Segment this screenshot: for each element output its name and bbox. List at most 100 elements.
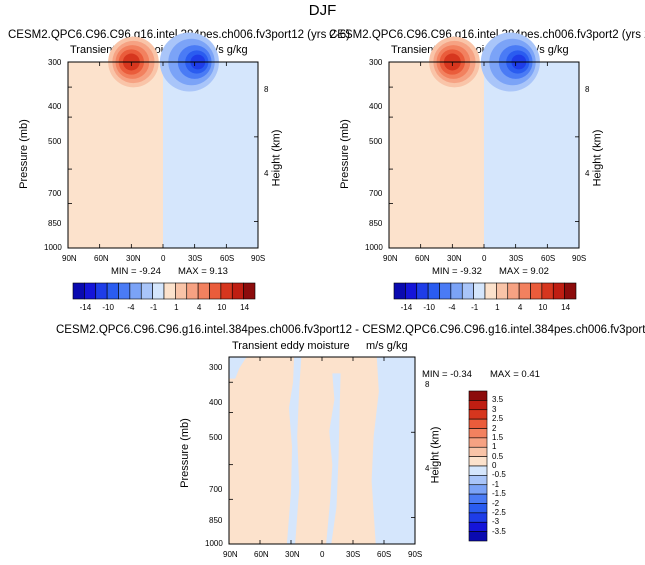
panel-1-yright-tick-8: 8 xyxy=(264,85,269,94)
diff-negative-sh xyxy=(371,357,415,544)
colorbar-swatch xyxy=(140,282,153,300)
colorbar-swatch xyxy=(450,282,463,300)
colorbar-swatch xyxy=(163,282,176,300)
panel-1-ytick-700: 700 xyxy=(48,189,62,198)
panel-1-plot xyxy=(67,32,259,249)
colorbar-swatch xyxy=(427,282,440,300)
colorbar-label: -3 xyxy=(492,517,500,527)
panel-3-y-axis-label: Pressure (mb) xyxy=(178,418,191,488)
panel-3-ytick-1000: 1000 xyxy=(205,539,223,548)
panel-1-y-right-axis-label: Height (km) xyxy=(270,129,283,187)
panel-3-xtick-60S: 60S xyxy=(377,550,392,559)
colorbar-label: -3.5 xyxy=(492,526,506,536)
colorbar-swatch xyxy=(468,437,488,448)
colorbar-swatch xyxy=(468,465,488,476)
colorbar-label: 2 xyxy=(492,423,497,433)
colorbar-label: -4 xyxy=(127,303,135,312)
panel-3-yright-tick-8: 8 xyxy=(425,380,430,389)
colorbar-swatch xyxy=(439,282,452,300)
panel-3-units-label: m/s g/kg xyxy=(366,340,408,352)
colorbar-swatch xyxy=(129,282,142,300)
panel-1-ytick-850: 850 xyxy=(48,219,62,228)
panel-2-y-axis-label: Pressure (mb) xyxy=(338,119,351,189)
colorbar-swatch xyxy=(468,484,488,495)
colorbar-swatch xyxy=(468,521,488,532)
panel-2-ytick-700: 700 xyxy=(369,189,383,198)
nh-positive-fill xyxy=(389,62,484,248)
panel-1-ytick-1000: 1000 xyxy=(44,243,62,252)
diff-negative-nh-surface xyxy=(229,357,248,379)
colorbar-label: 3.5 xyxy=(492,395,504,405)
panel-3-ytick-400: 400 xyxy=(209,398,223,407)
panel-1-xtick-60S: 60S xyxy=(220,254,235,263)
colorbar-swatch xyxy=(118,282,131,300)
panel-3-ytick-500: 500 xyxy=(209,433,223,442)
panel-3-y-right-axis-label: Height (km) xyxy=(429,426,442,484)
sh-negative-fill xyxy=(484,62,579,248)
colorbar-swatch xyxy=(95,282,108,300)
colorbar-swatch xyxy=(468,531,488,542)
panel-1-xtick-90S: 90S xyxy=(251,254,266,263)
colorbar-label: 2.5 xyxy=(492,414,504,424)
colorbar-label: -1 xyxy=(150,303,158,312)
colorbar-swatch xyxy=(468,512,488,523)
panel-2-min-label: MIN = -9.32 xyxy=(432,266,482,277)
panel-1-xtick-30S: 30S xyxy=(188,254,203,263)
figure-title: DJF xyxy=(308,2,337,19)
panel-3-xtick-30S: 30S xyxy=(346,550,361,559)
panel-2-max-label: MAX = 9.02 xyxy=(499,266,549,277)
panel-2-ytick-500: 500 xyxy=(369,137,383,146)
colorbar-label: 4 xyxy=(196,303,202,312)
colorbar-swatch xyxy=(468,456,488,467)
panel-3-min-label: MIN = -0.34 xyxy=(422,369,472,380)
colorbar-label: 10 xyxy=(538,303,548,312)
panel-1-ytick-400: 400 xyxy=(48,102,62,111)
colorbar-label: 14 xyxy=(240,303,250,312)
panel-1-colorbar xyxy=(72,282,256,300)
panel-1-min-label: MIN = -9.24 xyxy=(111,266,161,277)
panel-3-colorbar xyxy=(468,390,488,542)
diff-negative-tropics-1 xyxy=(286,357,302,544)
panel-1-axes xyxy=(67,61,259,249)
panel-3-yright-tick-4: 4 xyxy=(425,464,430,473)
panel-3-title: CESM2.QPC6.C96.C96.g16.intel.384pes.ch00… xyxy=(56,324,645,336)
panel-2-contours xyxy=(389,32,579,248)
colorbar-swatch xyxy=(84,282,97,300)
panel-3-plot xyxy=(228,356,416,545)
colorbar-label: -2 xyxy=(492,498,500,508)
panel-3-variable-label: Transient eddy moisture xyxy=(232,340,350,352)
panel-2-yright-tick-8: 8 xyxy=(585,85,590,94)
colorbar-swatch xyxy=(530,282,543,300)
colorbar-swatch xyxy=(186,282,199,300)
panel-3-axes xyxy=(228,356,416,545)
colorbar-swatch xyxy=(468,418,488,429)
colorbar-label: 0 xyxy=(492,461,497,470)
colorbar-swatch xyxy=(541,282,554,300)
colorbar-label: -1 xyxy=(492,479,500,489)
colorbar-swatch xyxy=(473,282,486,300)
colorbar-label: 1.5 xyxy=(492,432,504,442)
panel-3-xtick-90S: 90S xyxy=(408,550,423,559)
panel-3-contours xyxy=(229,357,415,544)
panel-3-xtick-0: 0 xyxy=(320,550,325,559)
panel-2-ytick-400: 400 xyxy=(369,102,383,111)
panel-2-plot xyxy=(388,32,580,249)
panel-2-ytick-300: 300 xyxy=(369,58,383,67)
panel-2-xtick-30N: 30N xyxy=(447,254,462,263)
panel-2-axes xyxy=(388,61,580,249)
panel-3-xtick-30N: 30N xyxy=(285,550,300,559)
panel-2-yright-tick-4: 4 xyxy=(585,169,590,178)
panel-2-ytick-850: 850 xyxy=(369,219,383,228)
colorbar-swatch xyxy=(197,282,210,300)
panel-2-colorbar xyxy=(393,282,577,300)
colorbar-label: -14 xyxy=(79,303,92,312)
colorbar-label: -14 xyxy=(400,303,413,312)
colorbar-swatch xyxy=(468,446,488,457)
colorbar-label: -1 xyxy=(471,303,479,312)
sh-negative-fill xyxy=(163,62,258,248)
colorbar-swatch xyxy=(518,282,531,300)
panel-1-xtick-0: 0 xyxy=(161,254,166,263)
colorbar-swatch xyxy=(496,282,509,300)
colorbar-swatch xyxy=(393,282,406,300)
panel-2-title: CESM2.QPC6.C96.C96.g16.intel.384pes.ch00… xyxy=(329,29,645,41)
